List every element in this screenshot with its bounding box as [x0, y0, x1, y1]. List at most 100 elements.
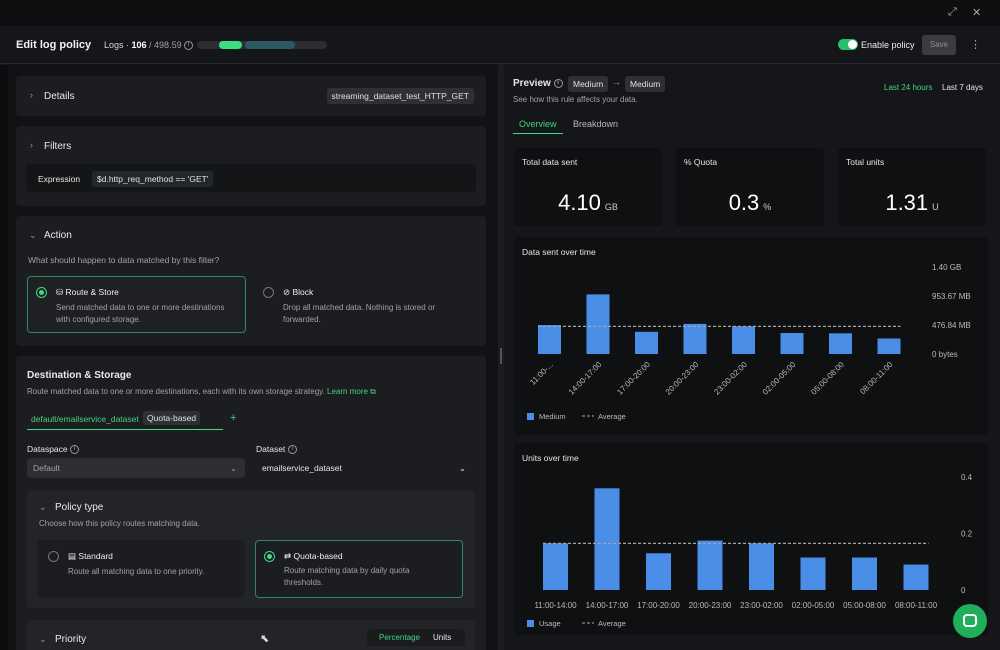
sliders-icon: ⇄	[284, 551, 294, 561]
stat-label: Total data sent	[522, 157, 578, 167]
filters-heading: Filters	[44, 141, 72, 152]
y-tick-label: 0 bytes	[932, 350, 958, 359]
legend-swatch	[527, 620, 534, 627]
x-tick-label: 14:00-17:00	[586, 601, 629, 610]
chevron-down-icon: ⌄	[229, 463, 237, 473]
quota-based-desc-2: thresholds.	[284, 578, 324, 587]
x-tick-label: 05:00-08:00	[843, 601, 886, 610]
quota-based-radio[interactable]	[264, 551, 275, 562]
add-destination-button[interactable]: +	[230, 412, 237, 424]
route-store-option[interactable]: ⛁ Route & Store Send matched data to one…	[27, 276, 246, 333]
policy-type-desc: Choose how this policy routes matching d…	[39, 519, 200, 528]
standard-radio[interactable]	[48, 551, 59, 562]
chat-button[interactable]	[953, 604, 987, 638]
block-option[interactable]: ⊘ Block Drop all matched data. Nothing i…	[254, 276, 474, 333]
stat-label: Total units	[846, 157, 885, 167]
destination-tab[interactable]: default/emailservice_dataset Quota-based	[27, 410, 223, 430]
y-tick-label: 953.67 MB	[932, 292, 971, 301]
destination-desc: Route matched data to one or more destin…	[27, 387, 376, 396]
learn-more-link[interactable]: Learn more	[327, 387, 368, 396]
info-icon[interactable]: i	[70, 445, 80, 455]
bar	[780, 333, 804, 354]
chevron-right-icon[interactable]: ›	[30, 140, 33, 150]
page-title: Edit log policy	[16, 39, 92, 51]
range-24h-button[interactable]: Last 24 hours	[884, 83, 933, 92]
x-tick-label: 20:00-23:00	[689, 601, 732, 610]
close-icon[interactable]: ✕	[972, 7, 982, 19]
stat-card-units: Total units 1.31 U	[838, 148, 986, 226]
quota-based-title: ⇄ Quota-based	[284, 551, 343, 561]
chevron-down-icon[interactable]: ⌄	[39, 634, 47, 644]
x-tick-label: 05:00-08:00	[809, 360, 846, 397]
y-tick-label: 0.2	[961, 530, 973, 539]
stat-value: 4.10 GB	[558, 190, 618, 215]
data-sent-chart: 1.40 GB 953.67 MB 476.84 MB 0 bytes 11:00-..…	[527, 263, 971, 421]
legend-label: Average	[598, 619, 626, 628]
chevron-right-icon: ›	[30, 90, 33, 100]
destination-heading: Destination & Storage	[27, 370, 132, 381]
block-title: ⊘ Block	[283, 287, 314, 297]
policy-type-heading: Policy type	[55, 502, 104, 513]
details-heading: Details	[44, 91, 75, 102]
expression-value[interactable]: $d.http_req_method == 'GET'	[92, 171, 214, 187]
y-tick-label: 0	[961, 586, 966, 595]
info-icon[interactable]: i	[184, 41, 194, 51]
units-chart: 0.4 0.2 0 11:00-14:00 14:00-17:00 17:00-20:00…	[527, 473, 973, 628]
tab-overview[interactable]: Overview	[519, 119, 557, 129]
standard-desc: Route all matching data to one priority.	[68, 567, 205, 576]
x-tick-label: 08:00-11:00	[895, 601, 938, 610]
tab-breakdown[interactable]: Breakdown	[573, 119, 619, 129]
x-tick-label: 23:00-02:00	[712, 360, 749, 397]
units-chart-panel: Units over time 0.4 0.2 0 11:00-14:00 14:00-…	[514, 443, 988, 635]
action-section: ⌄ Action What should happen to data matc…	[16, 216, 486, 346]
legend-label: Average	[598, 412, 626, 421]
dataset-select[interactable]: emailservice_dataset ⌄	[256, 458, 474, 478]
save-button[interactable]: Save	[922, 35, 956, 55]
info-icon[interactable]: i	[287, 445, 297, 455]
chat-icon	[963, 614, 977, 627]
y-tick-label: 1.40 GB	[932, 263, 961, 272]
details-dataset-tag: streaming_dataset_test_HTTP_GET	[326, 88, 474, 104]
x-tick-label: 02:00-05:00	[761, 360, 798, 397]
standard-icon: ▤	[68, 551, 79, 561]
details-section[interactable]: › Details streaming_dataset_test_HTTP_GE…	[16, 76, 486, 116]
quota-based-desc-1: Route matching data by daily quota	[284, 566, 410, 575]
legend-label: Medium	[539, 412, 566, 421]
block-radio[interactable]	[263, 287, 274, 298]
standard-title: ▤ Standard	[68, 551, 113, 561]
policy-type-panel: ⌄ Policy type Choose how this policy rou…	[27, 490, 475, 608]
block-icon: ⊘	[283, 287, 293, 297]
bar	[683, 323, 707, 354]
units-option[interactable]: Units	[433, 633, 452, 642]
percentage-option[interactable]: Percentage	[379, 633, 420, 642]
x-tick-label: 14:00-17:00	[567, 360, 604, 397]
standard-option[interactable]: ▤ Standard Route all matching data to on…	[37, 540, 245, 598]
dataspace-select[interactable]: Default ⌄	[27, 458, 245, 478]
quota-based-option[interactable]: ⇄ Quota-based Route matching data by dai…	[255, 540, 463, 598]
destination-section: Destination & Storage Route matched data…	[16, 356, 486, 650]
chevron-down-icon[interactable]: ⌄	[39, 502, 47, 512]
bar	[697, 540, 723, 590]
dataset-label: Dataset i	[256, 444, 297, 455]
expression-row: Expression $d.http_req_method == 'GET'	[26, 164, 476, 192]
x-tick-label: 23:00-02:00	[740, 601, 783, 610]
left-edge	[0, 65, 8, 650]
preview-heading: Preview i	[513, 78, 563, 89]
block-desc-2: forwarded.	[283, 315, 321, 324]
bar	[829, 333, 852, 354]
quota-badge: Quota-based	[143, 411, 201, 425]
filters-section: › Filters Expression $d.http_req_method …	[16, 126, 486, 206]
header	[0, 26, 1000, 64]
range-7d-button[interactable]: Last 7 days	[942, 83, 983, 92]
info-icon[interactable]: i	[553, 78, 563, 88]
splitter-grip[interactable]	[500, 348, 502, 364]
bar	[635, 331, 658, 354]
chevron-down-icon[interactable]: ⌄	[29, 230, 37, 240]
route-store-radio[interactable]	[36, 287, 47, 298]
chevron-down-icon: ⌄	[458, 463, 466, 473]
action-question: What should happen to data matched by th…	[28, 255, 220, 265]
more-options-icon[interactable]: ⋮	[970, 39, 981, 51]
expand-icon[interactable]: ⤢	[948, 6, 957, 18]
enable-policy-toggle[interactable]	[838, 39, 858, 50]
bar	[800, 557, 826, 590]
